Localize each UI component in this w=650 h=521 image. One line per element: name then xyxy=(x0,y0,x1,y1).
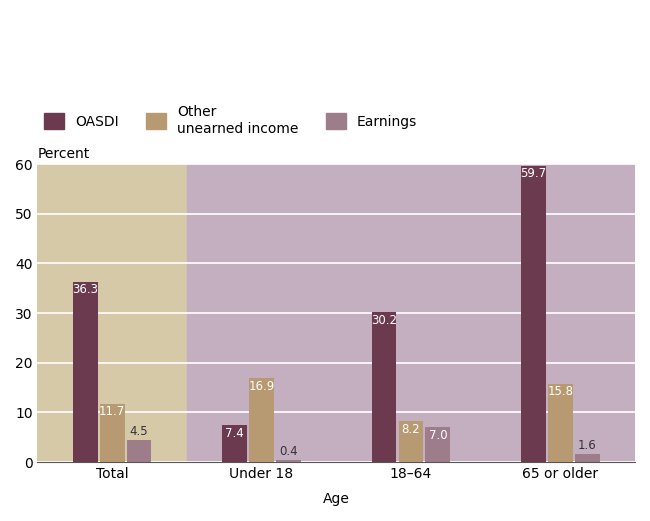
Text: 11.7: 11.7 xyxy=(99,405,125,418)
Text: 30.2: 30.2 xyxy=(371,314,397,327)
Bar xyxy=(249,378,274,462)
Text: 8.2: 8.2 xyxy=(402,423,421,436)
Legend: OASDI, Other
unearned income, Earnings: OASDI, Other unearned income, Earnings xyxy=(44,105,417,135)
Bar xyxy=(486,164,635,462)
Bar xyxy=(222,425,247,462)
Text: 59.7: 59.7 xyxy=(521,167,547,180)
Bar xyxy=(100,404,125,462)
Text: 7.0: 7.0 xyxy=(428,429,447,442)
Bar xyxy=(426,427,450,462)
Bar xyxy=(521,166,546,462)
Bar xyxy=(575,454,599,462)
Text: 15.8: 15.8 xyxy=(547,385,573,398)
Text: 1.6: 1.6 xyxy=(578,439,597,452)
Bar xyxy=(127,440,151,462)
Text: 16.9: 16.9 xyxy=(248,380,275,393)
Bar xyxy=(187,164,336,462)
Bar xyxy=(372,312,396,462)
Text: Percent: Percent xyxy=(38,147,90,161)
Bar xyxy=(276,460,301,462)
Text: 7.4: 7.4 xyxy=(226,427,244,440)
Text: 4.5: 4.5 xyxy=(130,425,148,438)
Bar xyxy=(336,164,486,462)
Bar xyxy=(38,164,187,462)
Text: 0.4: 0.4 xyxy=(279,445,298,458)
Bar xyxy=(73,282,98,462)
Bar xyxy=(398,421,423,462)
Bar xyxy=(548,383,573,462)
X-axis label: Age: Age xyxy=(323,492,350,506)
Text: 36.3: 36.3 xyxy=(72,283,98,296)
